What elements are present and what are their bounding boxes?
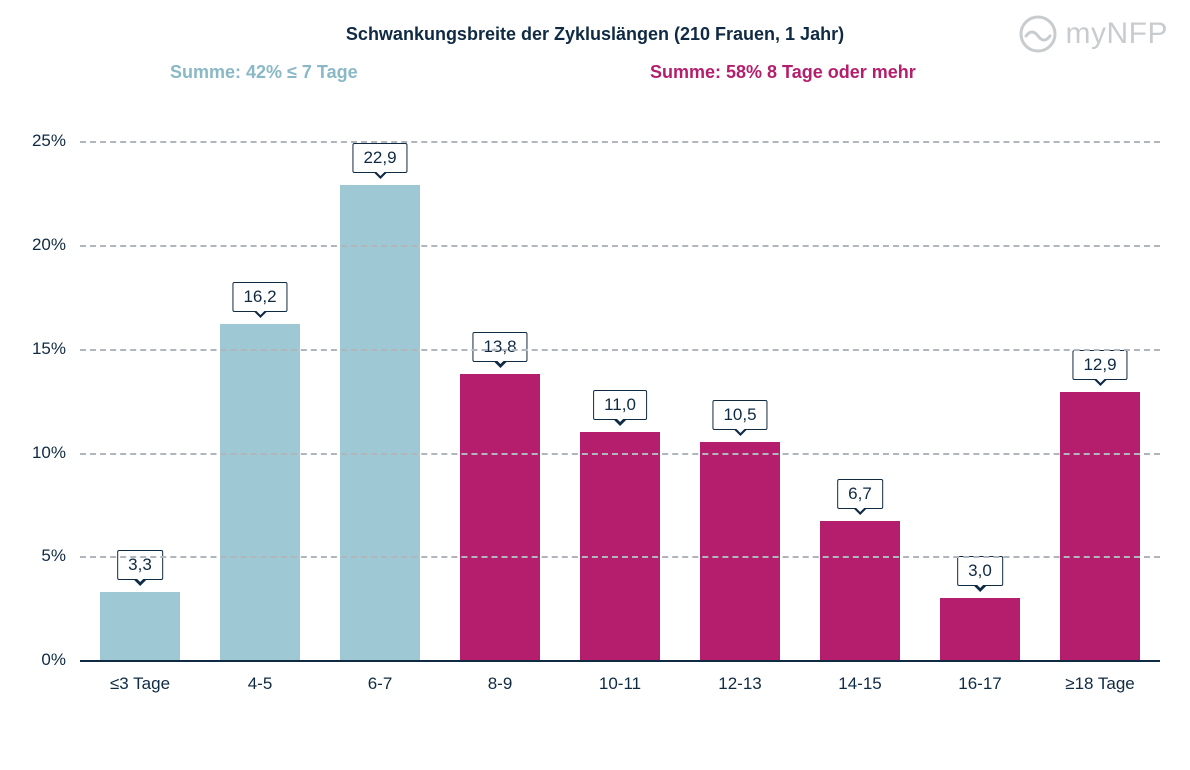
- x-tick-label: 14-15: [838, 674, 881, 694]
- grid-line: [80, 245, 1160, 247]
- bar-slot: 12,9≥18 Tage: [1040, 100, 1160, 660]
- bar: 12,9: [1060, 392, 1139, 660]
- bar-slot: 22,96-7: [320, 100, 440, 660]
- summary-left: Summe: 42% ≤ 7 Tage: [170, 62, 358, 83]
- bar-value-label: 12,9: [1072, 350, 1127, 380]
- bar-value-label: 3,3: [117, 550, 163, 580]
- x-tick-label: 10-11: [599, 674, 641, 694]
- x-tick-label: ≤3 Tage: [110, 674, 170, 694]
- bar-slot: 10,512-13: [680, 100, 800, 660]
- bar-slot: 3,016-17: [920, 100, 1040, 660]
- bar-value-label: 6,7: [837, 479, 883, 509]
- bar-slot: 13,88-9: [440, 100, 560, 660]
- bar-value-label: 3,0: [957, 556, 1003, 586]
- x-tick-label: 16-17: [958, 674, 1001, 694]
- y-tick-label: 5%: [41, 546, 66, 566]
- x-axis-line: [80, 660, 1160, 662]
- bar: 3,3: [100, 592, 179, 660]
- summary-right: Summe: 58% 8 Tage oder mehr: [650, 62, 916, 83]
- grid-line: [80, 349, 1160, 351]
- bar-value-label: 16,2: [232, 282, 287, 312]
- x-tick-label: 12-13: [718, 674, 761, 694]
- grid-line: [80, 453, 1160, 455]
- bar-slot: 6,714-15: [800, 100, 920, 660]
- chart-plot-area: 3,3≤3 Tage16,24-522,96-713,88-911,010-11…: [80, 100, 1160, 700]
- bar: 11,0: [580, 432, 659, 660]
- grid-line: [80, 141, 1160, 143]
- x-tick-label: 8-9: [488, 674, 513, 694]
- x-tick-label: 4-5: [248, 674, 273, 694]
- bar-value-label: 10,5: [712, 400, 767, 430]
- bar: 6,7: [820, 521, 899, 660]
- y-tick-label: 15%: [32, 339, 66, 359]
- grid-line: [80, 556, 1160, 558]
- x-tick-label: ≥18 Tage: [1065, 674, 1135, 694]
- bar: 22,9: [340, 185, 419, 660]
- bar: 16,2: [220, 324, 299, 660]
- bar-slot: 11,010-11: [560, 100, 680, 660]
- y-tick-label: 10%: [32, 443, 66, 463]
- bar-value-label: 13,8: [472, 332, 527, 362]
- x-tick-label: 6-7: [368, 674, 393, 694]
- y-tick-label: 25%: [32, 131, 66, 151]
- y-tick-label: 0%: [41, 650, 66, 670]
- bar-slot: 3,3≤3 Tage: [80, 100, 200, 660]
- bar-slot: 16,24-5: [200, 100, 320, 660]
- bar-value-label: 11,0: [593, 390, 647, 420]
- chart-bars: 3,3≤3 Tage16,24-522,96-713,88-911,010-11…: [80, 100, 1160, 660]
- y-tick-label: 20%: [32, 235, 66, 255]
- bar: 3,0: [940, 598, 1019, 660]
- bar-value-label: 22,9: [352, 143, 407, 173]
- bar: 10,5: [700, 442, 779, 660]
- chart-title: Schwankungsbreite der Zykluslängen (210 …: [0, 24, 1190, 45]
- bar: 13,8: [460, 374, 539, 660]
